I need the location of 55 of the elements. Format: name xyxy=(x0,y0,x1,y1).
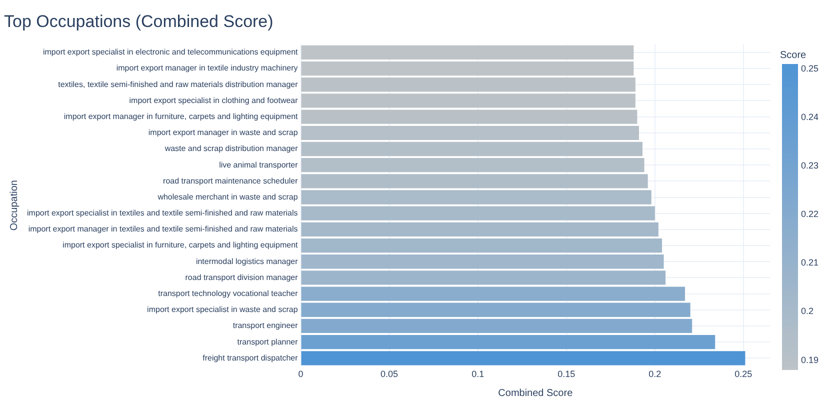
y-tick-label: import export specialist in furniture, carpets and lighting equipment xyxy=(62,240,299,250)
y-tick-label: import export manager in textile industry machinery xyxy=(116,64,298,73)
x-tick-label: 0.1 xyxy=(472,369,484,380)
y-tick-label: road transport division manager xyxy=(185,272,298,282)
color-bar-label: 0.22 xyxy=(801,209,819,220)
bar xyxy=(301,174,648,188)
text: Top Occupations (Combined Score) xyxy=(4,12,274,31)
bar xyxy=(301,78,636,92)
y-tick-label: live animal transporter xyxy=(219,160,298,170)
bar xyxy=(301,45,634,60)
bar xyxy=(301,142,643,156)
color-bar-label: 0.25 xyxy=(801,63,819,74)
x-tick-label: 0.05 xyxy=(380,369,398,380)
y-tick-label: import export specialist in textiles and textile semi-finished and raw materials xyxy=(27,208,298,218)
y-axis-title: Occupation xyxy=(8,180,20,231)
color-bar-label: 0.19 xyxy=(801,354,819,365)
bar xyxy=(301,190,652,204)
color-bar-label: 0.21 xyxy=(801,258,819,268)
bar xyxy=(301,318,692,334)
y-tick-label: transport technology vocational teacher xyxy=(158,289,298,298)
y-tick-label: textiles, textile semi-finished and raw materials distribution manager xyxy=(58,80,298,89)
y-tick-label: import export manager in textiles and textile semi-finished and raw materials xyxy=(28,224,298,234)
x-tick-label: 0.2 xyxy=(648,369,662,380)
y-tick-label: import export manager in waste and scrap xyxy=(148,128,298,138)
y-tick-label: import export manager in furniture, carpets and lighting equipment xyxy=(64,112,299,122)
y-tick-label: intermodal logistics manager xyxy=(196,256,298,266)
color-bar-label: 0.24 xyxy=(801,112,819,122)
y-tick-label: transport planner xyxy=(237,337,298,346)
y-tick-label: freight transport dispatcher xyxy=(202,353,298,362)
x-tick-label: 0 xyxy=(298,369,304,380)
bar xyxy=(301,126,639,140)
x-tick-label: 0.25 xyxy=(734,369,752,380)
x-tick-label: 0.15 xyxy=(558,369,576,380)
y-tick-label: import export specialist in clothing and footwear xyxy=(129,96,298,105)
y-tick-label: import export specialist in waste and scrap xyxy=(147,305,298,314)
bar xyxy=(301,270,666,285)
bar xyxy=(301,254,664,269)
bar xyxy=(301,238,662,253)
color-bar-title: Score xyxy=(780,50,807,61)
bar xyxy=(301,222,658,237)
y-tick-label: road transport maintenance scheduler xyxy=(163,176,298,186)
color-bar-label: 0.23 xyxy=(801,160,819,170)
bar xyxy=(301,334,716,350)
bar xyxy=(301,286,686,301)
y-tick-label: waste and scrap distribution manager xyxy=(164,144,298,154)
bar xyxy=(301,206,655,220)
y-tick-label: transport engineer xyxy=(232,321,298,330)
y-tick-label: import export specialist in electronic and telecommunications equipment xyxy=(42,48,299,57)
bar xyxy=(301,61,634,76)
bar xyxy=(301,302,690,317)
x-axis-title: Combined Score xyxy=(498,388,574,399)
bar xyxy=(301,158,644,172)
color-bar-label: 0.2 xyxy=(801,306,814,316)
y-tick-label: wholesale merchant in waste and scrap xyxy=(156,192,298,202)
bar xyxy=(301,351,746,366)
